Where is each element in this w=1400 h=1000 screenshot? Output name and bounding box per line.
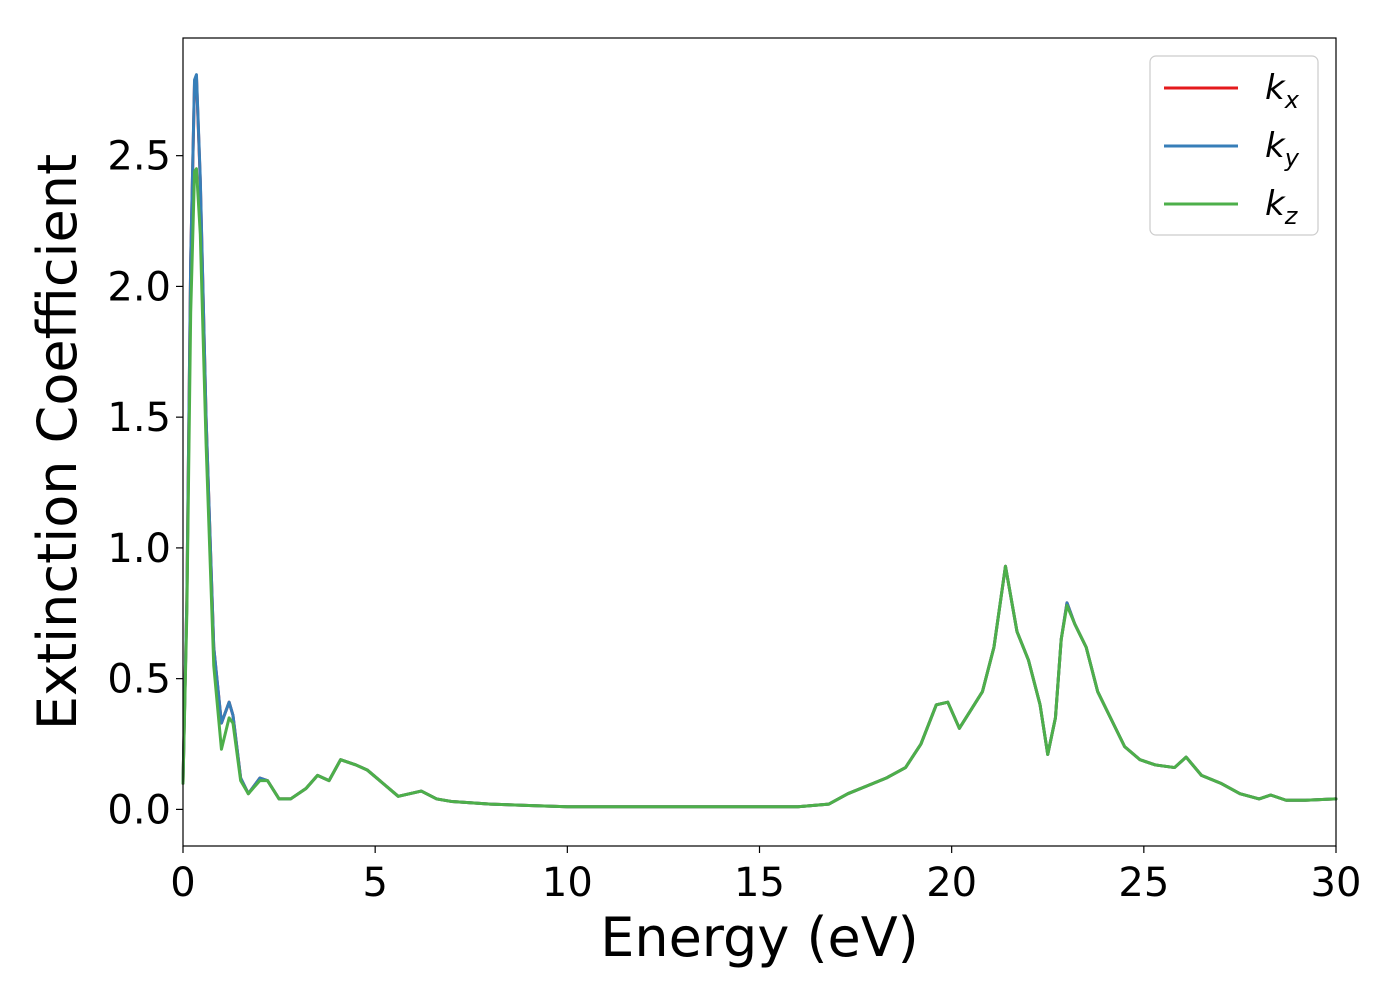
y-tick-label: 1.0 (107, 526, 171, 572)
x-tick-label: 30 (1311, 860, 1362, 906)
y-axis-ticks: 0.0 0.5 1.0 1.5 2.0 2.5 (107, 134, 183, 833)
legend-label-x: kx (1265, 68, 1300, 114)
x-axis-ticks: 0 5 10 15 20 25 30 (170, 846, 1361, 906)
legend: kx ky kz (1149, 55, 1319, 236)
legend-label-z: kz (1265, 184, 1299, 230)
series-layer (181, 73, 1338, 809)
y-axis-label: Extinction Coefficient (26, 154, 89, 730)
series-line-z (181, 167, 1338, 809)
x-axis-label: Energy (eV) (600, 906, 919, 969)
y-tick-label: 1.5 (107, 395, 171, 441)
legend-label-y: ky (1265, 126, 1300, 172)
y-tick-label: 2.5 (107, 134, 171, 180)
x-tick-label: 15 (734, 860, 785, 906)
y-tick-label: 0.0 (107, 787, 171, 833)
x-tick-label: 25 (1118, 860, 1169, 906)
x-tick-label: 5 (362, 860, 387, 906)
x-tick-label: 20 (926, 860, 977, 906)
x-tick-label: 10 (542, 860, 593, 906)
x-tick-label: 0 (170, 860, 195, 906)
y-tick-label: 0.5 (107, 657, 171, 703)
y-tick-label: 2.0 (107, 264, 171, 310)
